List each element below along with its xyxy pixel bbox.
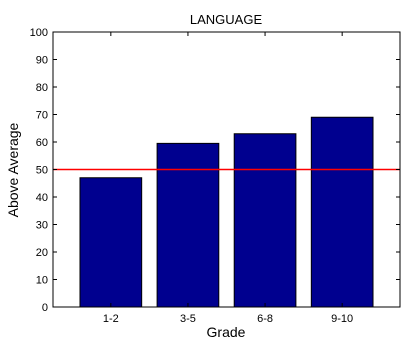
y-axis-ticks: 0 10 20 30 40 50 60 70 80 90 100 — [30, 27, 400, 314]
y-tick-label: 70 — [36, 110, 48, 122]
bar-9-10 — [310, 116, 374, 308]
y-axis-label: Above Average — [5, 122, 21, 217]
y-tick-label: 40 — [36, 192, 48, 204]
y-tick-label: 20 — [36, 247, 48, 259]
x-axis-ticks: 1-2 3-5 6-8 9-10 — [103, 32, 353, 325]
bar-3-5 — [156, 142, 220, 308]
y-tick-label: 90 — [36, 55, 48, 67]
x-tick-label: 1-2 — [103, 313, 119, 325]
y-tick-label: 60 — [36, 137, 48, 149]
y-tick-label: 50 — [36, 165, 48, 177]
y-tick-label: 10 — [36, 275, 48, 287]
bars-group — [79, 116, 374, 308]
x-tick-label: 6-8 — [257, 313, 273, 325]
bar-1-2 — [79, 177, 143, 308]
bar-6-8 — [233, 133, 297, 308]
y-tick-label: 0 — [42, 302, 48, 314]
x-tick-label: 3-5 — [180, 313, 196, 325]
y-tick-label: 80 — [36, 82, 48, 94]
y-tick-label: 30 — [36, 220, 48, 232]
chart-title: LANGUAGE — [190, 12, 263, 27]
x-axis-label: Grade — [207, 324, 246, 340]
y-tick-label: 100 — [30, 27, 48, 39]
x-tick-label: 9-10 — [331, 313, 353, 325]
